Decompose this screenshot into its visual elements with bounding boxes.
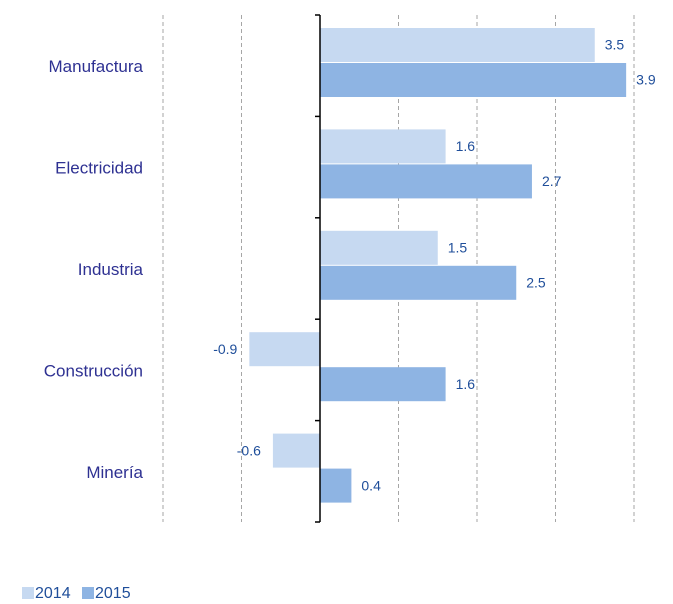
legend-swatch [82, 587, 94, 599]
category-label: Manufactura [49, 57, 144, 76]
bar [249, 332, 320, 367]
legend-label: 2015 [95, 585, 131, 602]
bar [320, 468, 352, 503]
category-label: Industria [78, 260, 144, 279]
value-label: 1.6 [456, 376, 476, 392]
value-label: -0.6 [237, 442, 261, 458]
legend-label: 2014 [35, 585, 71, 602]
bar [320, 230, 438, 265]
legend-swatch [22, 587, 34, 599]
category-label: Construcción [44, 361, 143, 380]
value-label: 2.5 [526, 275, 546, 291]
value-label: 3.9 [636, 72, 656, 88]
value-label: 0.4 [361, 477, 381, 493]
bar [320, 367, 446, 402]
value-label: 1.6 [456, 138, 476, 154]
category-label: Minería [86, 463, 143, 482]
bar [320, 164, 532, 199]
bar [320, 28, 595, 62]
bar [320, 63, 627, 97]
category-label: Electricidad [55, 159, 143, 178]
bar [320, 129, 446, 164]
value-label: -0.9 [213, 341, 237, 357]
bar [320, 265, 517, 300]
value-label: 1.5 [448, 240, 468, 256]
value-label: 3.5 [605, 37, 625, 53]
bar [272, 433, 320, 468]
value-label: 2.7 [542, 173, 562, 189]
